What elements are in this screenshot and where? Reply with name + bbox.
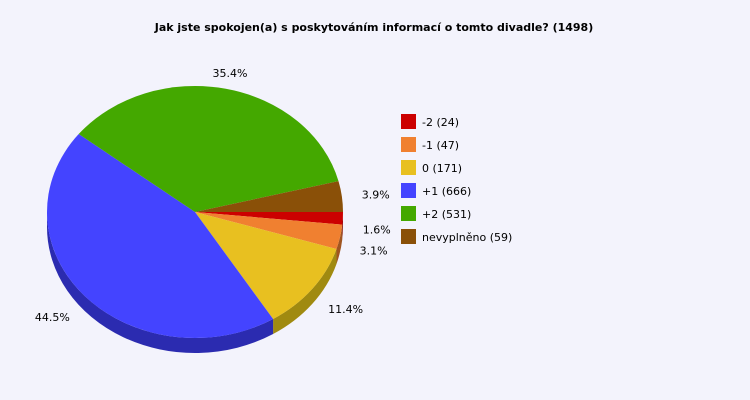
legend: -2 (24) -1 (47) 0 (171) +1 (666) +2 (531) nev… <box>401 114 512 244</box>
legend-swatch-2 <box>401 160 416 175</box>
pie-slices <box>46 86 343 339</box>
legend-label-3: +1 (666) <box>422 185 471 198</box>
legend-label-2: 0 (171) <box>422 162 462 175</box>
percent-label-0: 1.6% <box>363 224 391 237</box>
legend-swatch-0 <box>401 114 416 129</box>
percent-label-4: 35.4% <box>212 67 247 80</box>
legend-swatch-5 <box>401 229 416 244</box>
pie-slice-3 <box>46 134 274 339</box>
pie-slice-2 <box>195 212 337 320</box>
percent-labels: 1.6% 3.1% 11.4% 44.5% 35.4% 3.9% <box>35 67 391 324</box>
percent-label-3: 44.5% <box>35 311 70 324</box>
chart-title: Jak jste spokojen(a) s poskytováním info… <box>154 21 594 34</box>
pie-side-1 <box>336 224 343 264</box>
percent-label-5: 3.9% <box>362 188 390 201</box>
pie-side-2 <box>273 248 337 335</box>
legend-label-5: nevyplněno (59) <box>422 231 512 244</box>
pie-slice-0 <box>195 212 343 225</box>
pie-side-0 <box>342 212 343 240</box>
pie-slice-4 <box>78 86 339 212</box>
legend-label-1: -1 (47) <box>422 139 459 152</box>
pie-side-3 <box>47 212 274 353</box>
percent-label-1: 3.1% <box>360 245 388 258</box>
legend-label-0: -2 (24) <box>422 116 459 129</box>
pie-slice-5 <box>195 181 343 212</box>
legend-swatch-3 <box>401 183 416 198</box>
pie-slice-1 <box>195 212 343 249</box>
percent-label-2: 11.4% <box>328 303 363 316</box>
legend-swatch-1 <box>401 137 416 152</box>
legend-swatch-4 <box>401 206 416 221</box>
legend-label-4: +2 (531) <box>422 208 471 221</box>
pie-depth <box>47 212 343 353</box>
